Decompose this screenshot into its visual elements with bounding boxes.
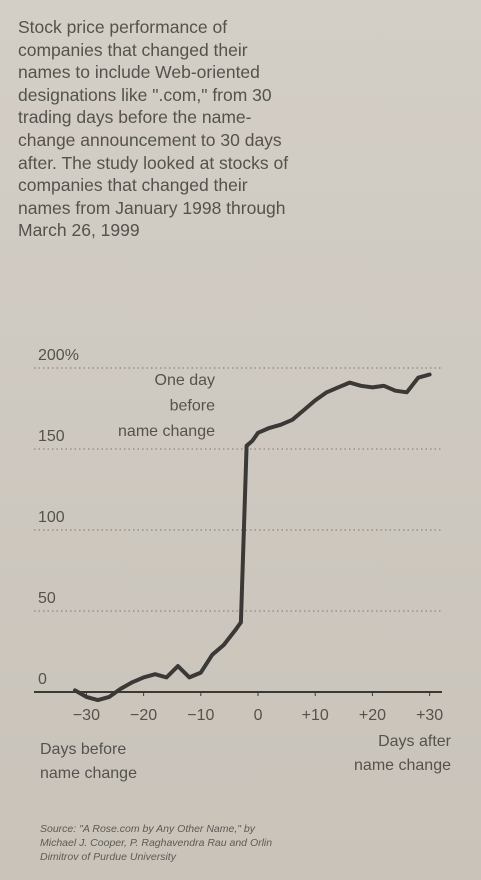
description-line: names to include Web-oriented: [18, 62, 260, 83]
source-line: Michael J. Cooper, P. Raghavendra Rau an…: [40, 837, 273, 849]
y-tick-label: 50: [38, 590, 56, 607]
x-label-left: name change: [40, 765, 137, 782]
description-line: after. The study looked at stocks of: [18, 152, 289, 173]
description-line: change announcement to 30 days: [18, 129, 282, 150]
x-label-left: Days before: [40, 741, 126, 758]
description-line: designations like ".com," from 30: [18, 84, 272, 105]
x-label-right: Days after: [378, 733, 452, 750]
annotation: name change: [118, 423, 215, 440]
source-line: Source: "A Rose.com by Any Other Name," …: [40, 823, 256, 835]
source: Source: "A Rose.com by Any Other Name," …: [40, 822, 272, 864]
description-line: Stock price performance of: [18, 17, 228, 37]
x-tick-label: +10: [302, 707, 329, 724]
description-line: companies that changed their: [18, 175, 248, 196]
description-line: companies that changed their: [18, 39, 248, 60]
y-tick-label: 150: [38, 428, 65, 445]
x-tick-label: 0: [254, 707, 263, 724]
x-tick-label: +20: [359, 707, 386, 724]
annotation: before: [170, 398, 215, 415]
x-tick-label: −20: [130, 707, 157, 724]
y-tick-label: 0: [38, 671, 47, 688]
y-tick-label: 200%: [38, 347, 79, 364]
x-label-right: name change: [354, 757, 451, 774]
description-line: March 26, 1999: [18, 220, 140, 241]
x-tick-label: +30: [416, 707, 443, 724]
x-tick-label: −30: [73, 707, 100, 724]
y-tick-label: 100: [38, 509, 65, 526]
annotation: One day: [155, 372, 215, 389]
line-series: [73, 372, 432, 703]
x-tick-label: −10: [187, 707, 214, 724]
description: Stock price performance of companies that…: [18, 16, 288, 242]
description-line: names from January 1998 through: [18, 197, 286, 218]
description-line: trading days before the name-: [18, 107, 252, 128]
source-line: Dimitrov of Purdue University: [40, 851, 176, 863]
